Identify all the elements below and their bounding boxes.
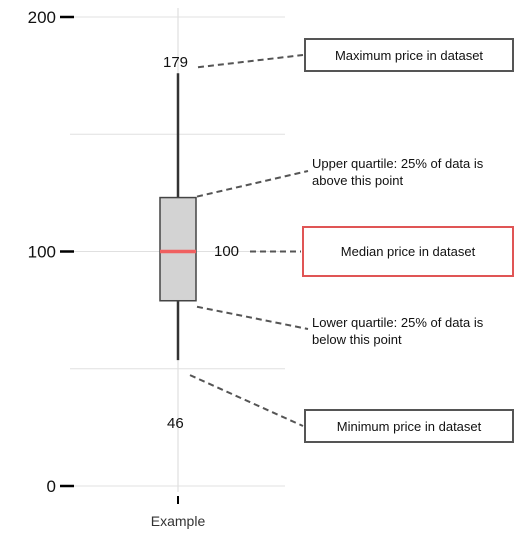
median-value-label: 100 [214,243,239,260]
median-annotation-text: Median price in dataset [340,244,476,259]
annotation-leaders [189,54,309,427]
value-labels: 179 100 46 [163,54,239,432]
min-value-label: 46 [167,415,184,432]
upper-quartile-leader-line [196,170,309,198]
max-value-label: 179 [163,54,188,71]
x-tick-label-example: Example [151,513,206,529]
max-annotation-text: Maximum price in dataset [334,47,484,63]
lower-quartile-annotation-text: Lower quartile: 25% of data is below thi… [312,315,484,347]
max-annotation-box: Maximum price in dataset [304,38,514,72]
median-annotation-box: Median price in dataset [302,226,514,277]
upper-quartile-annotation-text: Upper quartile: 25% of data is above thi… [312,156,484,188]
y-tick-label: 100 [28,243,56,262]
y-tick-label: 0 [47,477,56,496]
iqr-box [159,196,197,302]
min-leader-line [189,374,304,427]
lower-quartile-annotation: Lower quartile: 25% of data is below thi… [312,313,512,349]
box-plot [159,73,197,361]
y-axis: 0 100 200 [28,8,179,504]
lower-quartile-leader-line [196,305,309,330]
y-tick-label: 200 [28,8,56,27]
min-annotation-text: Minimum price in dataset [336,418,482,434]
upper-quartile-annotation: Upper quartile: 25% of data is above thi… [312,154,512,190]
max-leader-line [197,54,304,69]
min-annotation-box: Minimum price in dataset [304,409,514,443]
